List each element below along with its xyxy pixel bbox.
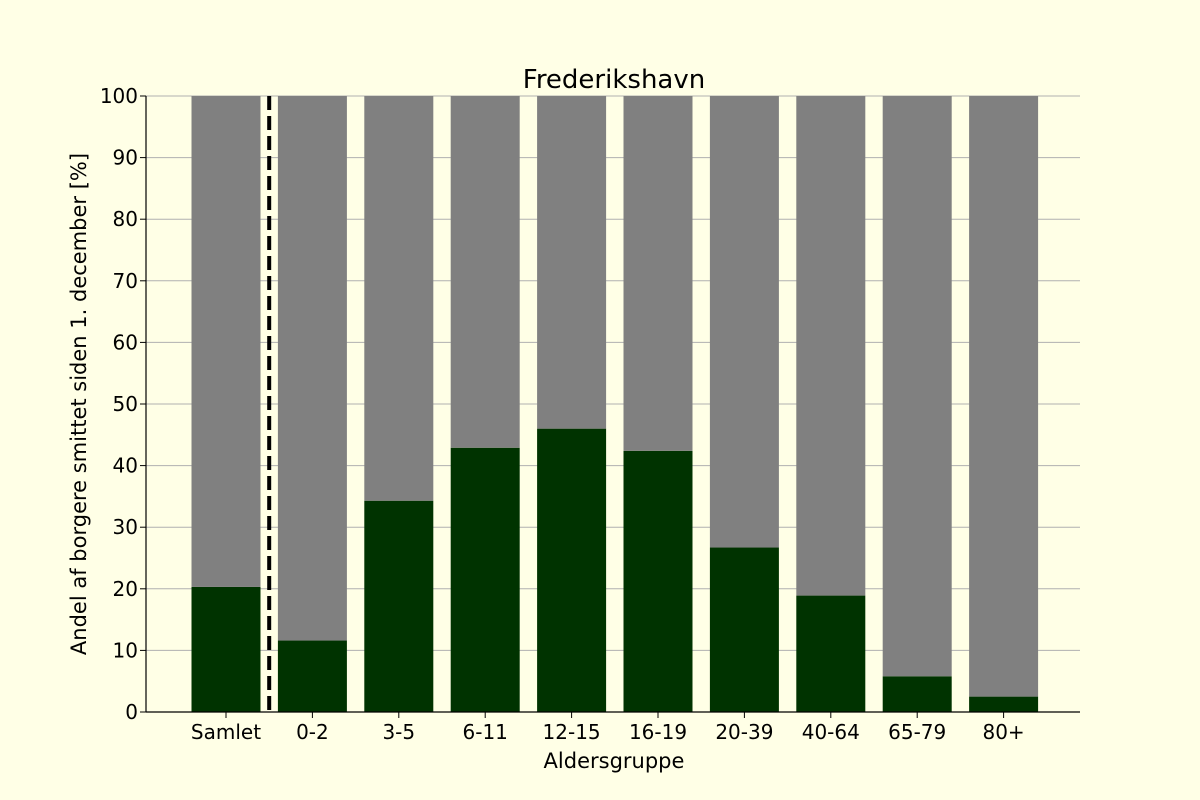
y-tick-label: 70 [113, 269, 138, 293]
bar-remaining-80+ [969, 96, 1039, 697]
y-tick-label: 0 [125, 700, 138, 724]
x-tick-label: 3-5 [382, 720, 415, 744]
y-axis-label: Andel af borgere smittet siden 1. decemb… [67, 153, 91, 655]
y-tick-label: 100 [100, 84, 138, 108]
x-tick-label: 80+ [982, 720, 1024, 744]
bar-infected-0-2 [277, 640, 347, 712]
y-tick-label: 80 [113, 207, 138, 231]
x-tick-label: 0-2 [296, 720, 329, 744]
x-tick-label: 12-15 [543, 720, 601, 744]
x-tick-label: 65-79 [888, 720, 946, 744]
bar-remaining-3-5 [364, 96, 434, 501]
bar-remaining-Samlet [191, 96, 261, 587]
x-tick-label: 16-19 [629, 720, 687, 744]
y-tick-label: 90 [113, 146, 138, 170]
bar-infected-12-15 [537, 428, 607, 712]
y-tick-label: 50 [113, 392, 138, 416]
bar-remaining-65-79 [882, 96, 952, 677]
x-tick-label: 40-64 [802, 720, 860, 744]
bar-infected-65-79 [882, 676, 952, 712]
x-tick-labels: Samlet 0-2 3-5 6-11 12-15 16-19 20-39 40-64 65-7… [191, 712, 1025, 744]
x-tick-label: Samlet [191, 720, 261, 744]
bar-remaining-16-19 [623, 96, 693, 451]
x-axis-label: Aldersgruppe [544, 749, 685, 773]
bar-infected-40-64 [796, 595, 866, 712]
y-tick-label: 20 [113, 577, 138, 601]
chart-title: Frederikshavn [523, 65, 705, 95]
y-tick-label: 30 [113, 515, 138, 539]
bar-remaining-12-15 [537, 96, 607, 429]
bar-infected-80+ [969, 696, 1039, 712]
bar-infected-6-11 [450, 447, 520, 712]
bar-infected-16-19 [623, 450, 693, 712]
x-tick-label: 20-39 [715, 720, 773, 744]
bar-infected-20-39 [709, 547, 779, 712]
y-tick-label: 40 [113, 454, 138, 478]
y-tick-label: 10 [113, 638, 138, 662]
bar-remaining-0-2 [277, 96, 347, 641]
bar-infected-Samlet [191, 586, 261, 712]
bar-infected-3-5 [364, 500, 434, 712]
bar-remaining-20-39 [709, 96, 779, 548]
y-tick-labels: 0 10 20 30 40 50 60 70 80 90 100 [100, 84, 146, 724]
y-tick-label: 60 [113, 330, 138, 354]
bar-remaining-40-64 [796, 96, 866, 596]
bar-remaining-6-11 [450, 96, 520, 448]
bars [191, 96, 1039, 712]
x-tick-label: 6-11 [463, 720, 508, 744]
